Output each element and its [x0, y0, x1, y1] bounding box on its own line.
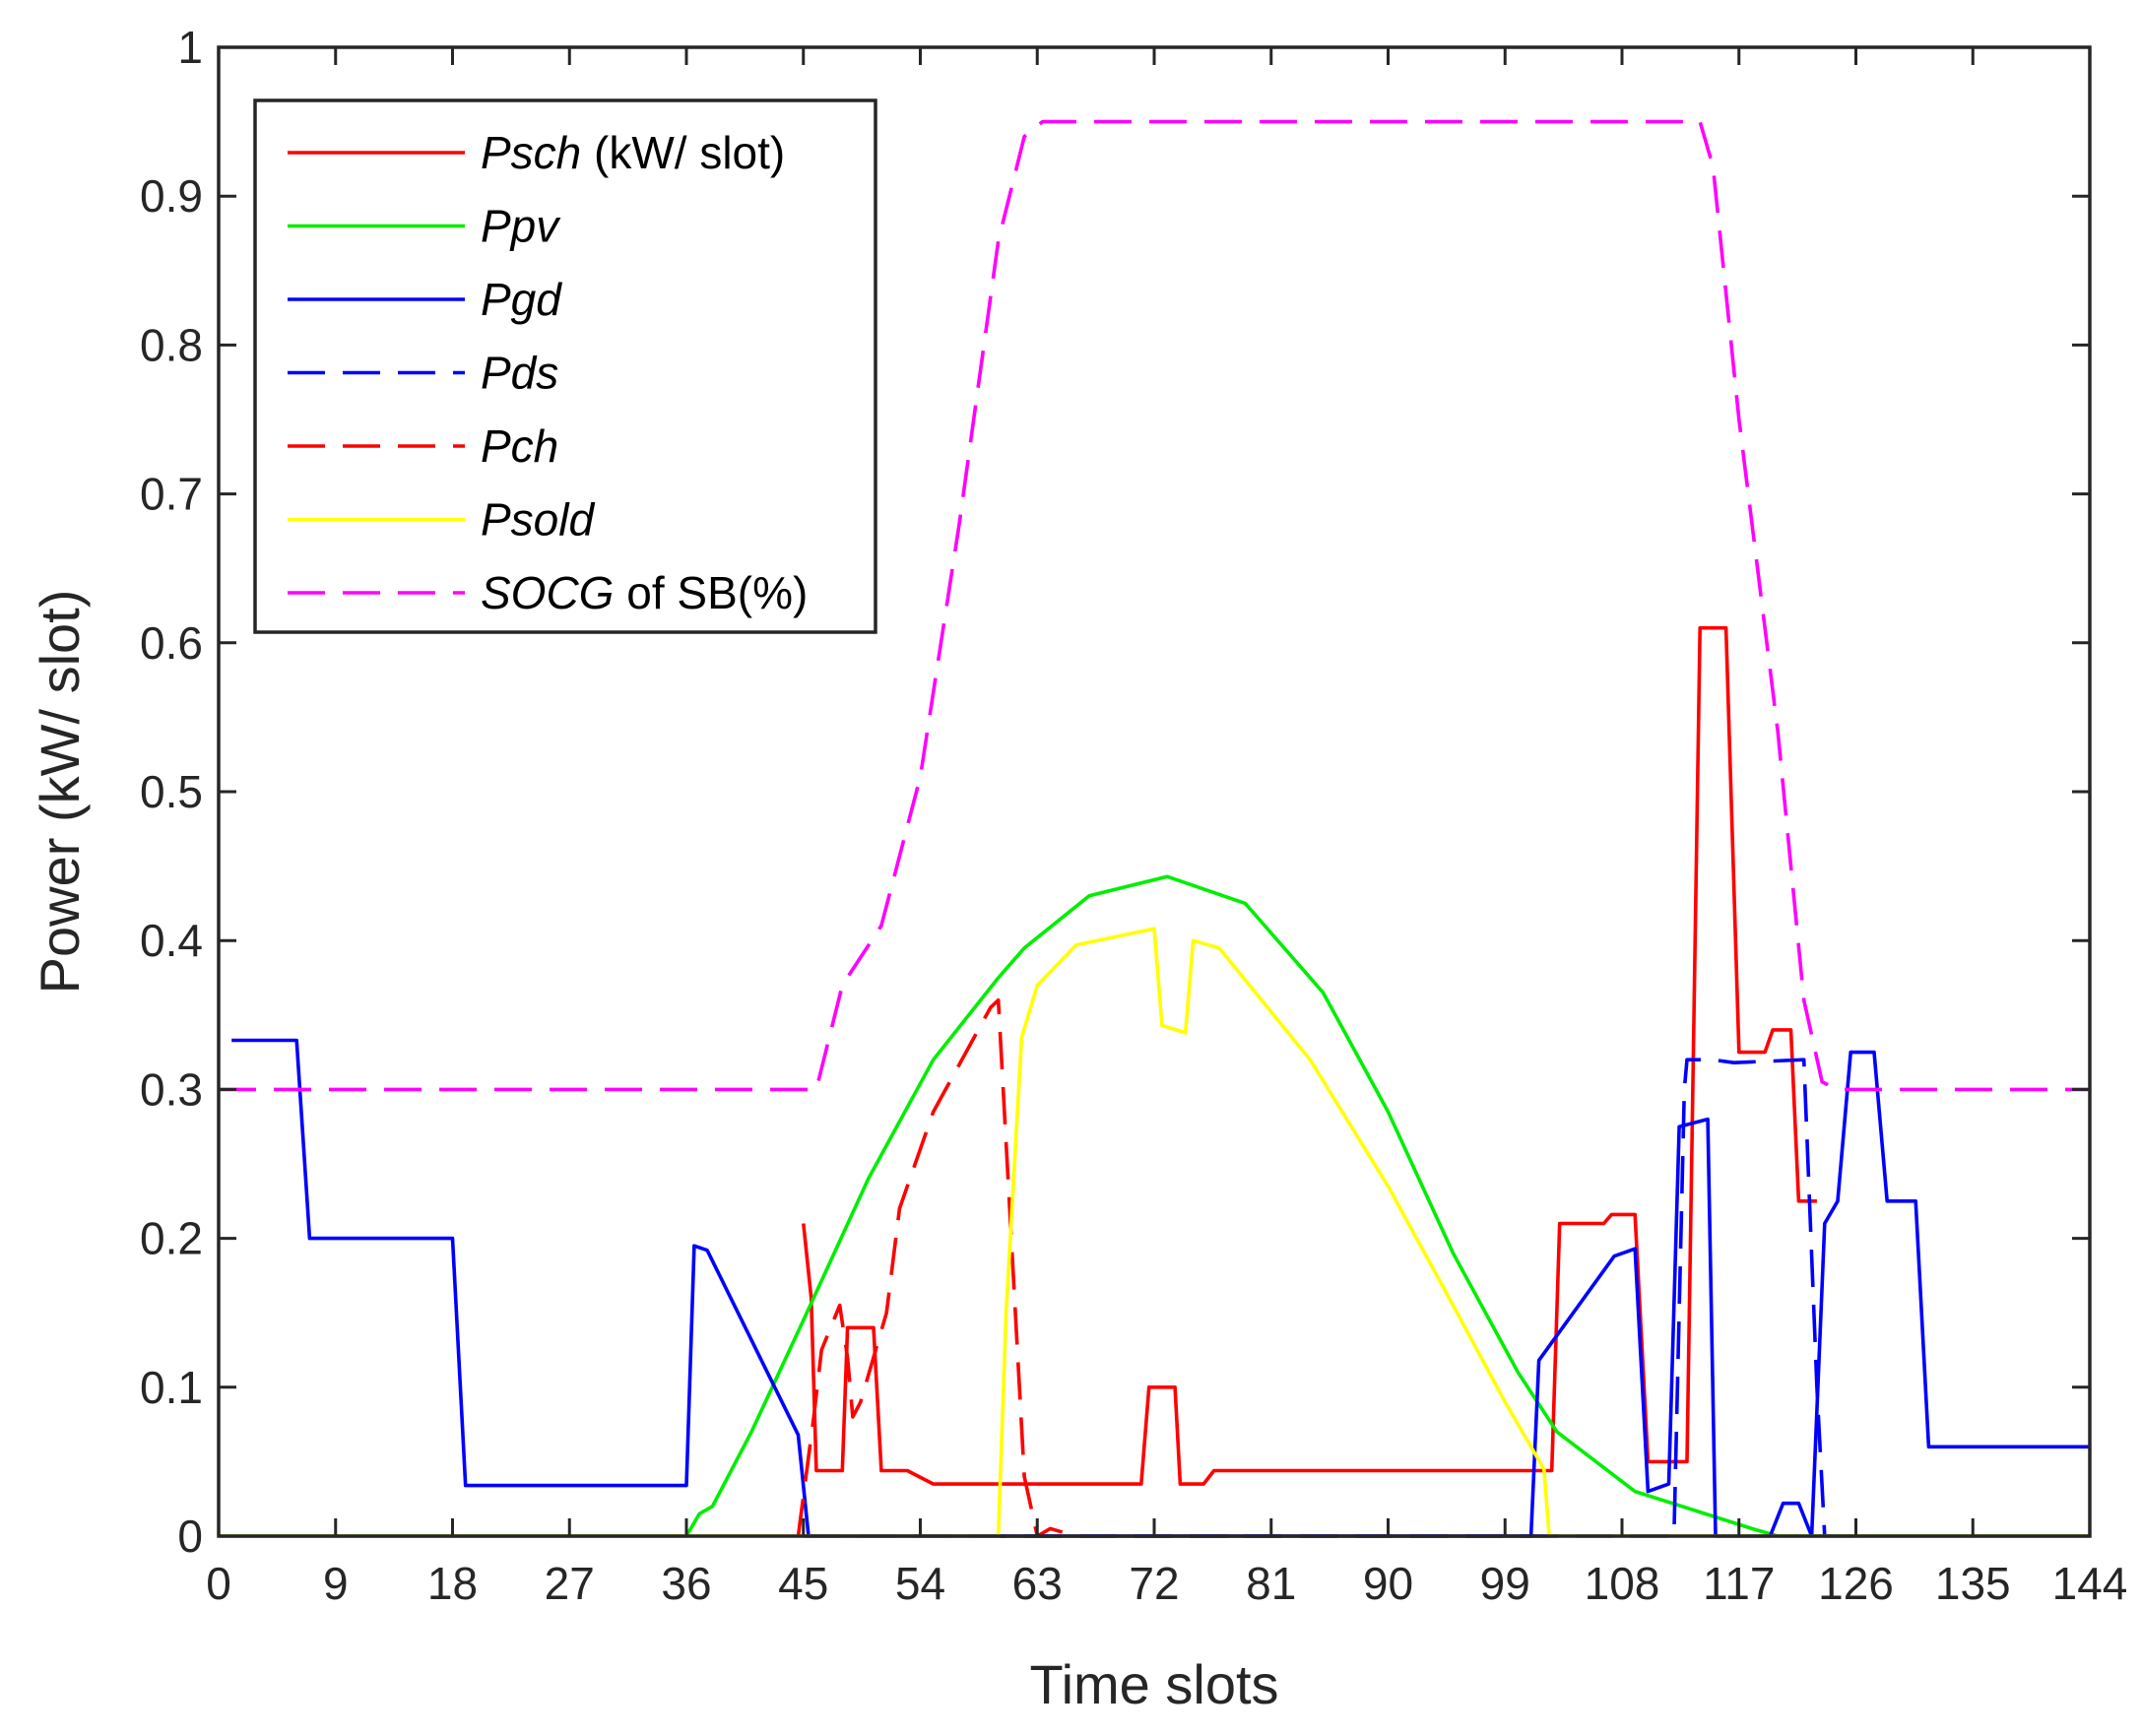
y-tick-label: 0.3: [140, 1063, 203, 1115]
legend-label-pds: Pds: [481, 348, 558, 399]
legend-label-italic: Ppv: [481, 201, 561, 252]
y-tick-label: 0.8: [140, 319, 203, 370]
y-tick-label: 0.2: [140, 1213, 203, 1264]
y-tick-label: 0.9: [140, 170, 203, 222]
legend-label-suffix: (kW/ slot): [581, 127, 785, 178]
legend-label-italic: Psold: [481, 494, 595, 546]
legend-label-italic: Psch: [481, 127, 581, 178]
y-tick-label: 0.1: [140, 1362, 203, 1413]
x-tick-label: 45: [778, 1558, 828, 1609]
series-line-psch: [802, 625, 1817, 1486]
series-line-socg-of-sb: [219, 119, 2090, 1092]
y-tick-labels: 0 0.1 0.2 0.3 0.4 0.5 0.6 0.7 0.8 0.9 1: [140, 22, 203, 1562]
x-tick-label: 54: [895, 1558, 945, 1609]
legend-label-italic: Pch: [481, 420, 558, 472]
legend-label-psold: Psold: [481, 494, 595, 546]
series-line-pch: [796, 997, 1077, 1538]
x-tick-labels: 0 9 18 27 36 45 54 63 72 81 90 99 108 117 126 135 144: [206, 1558, 2127, 1609]
x-tick-label: 126: [1818, 1558, 1894, 1609]
axes-box: [217, 45, 2092, 1538]
series-layer: [219, 119, 2090, 1538]
series-line-psold: [219, 927, 2090, 1538]
x-tick-label: 81: [1246, 1558, 1296, 1609]
x-tick-label: 135: [1935, 1558, 2011, 1609]
x-tick-label: 117: [1703, 1558, 1775, 1609]
legend-label-ppv: Ppv: [481, 201, 561, 252]
series-line-pds: [803, 1058, 1856, 1538]
x-tick-label: 99: [1480, 1558, 1530, 1609]
legend-box: [253, 98, 877, 634]
x-tick-label: 108: [1585, 1558, 1660, 1609]
legend-label-pch: Pch: [481, 420, 558, 472]
x-tick-label: 18: [427, 1558, 478, 1609]
legend: Psch (kW/ slot) Ppv Pgd Pds Pch Psold SOCG of …: [253, 98, 877, 634]
x-tick-label: 90: [1363, 1558, 1413, 1609]
x-tick-label: 9: [323, 1558, 349, 1609]
x-tick-label: 72: [1129, 1558, 1179, 1609]
x-tick-label: 0: [206, 1558, 231, 1609]
x-tick-label: 27: [545, 1558, 595, 1609]
legend-label-italic: SOCG: [481, 567, 614, 618]
legend-label-socg-of-sb: SOCG of SB(%): [481, 567, 808, 618]
legend-label-psch: Psch (kW/ slot): [481, 127, 785, 178]
y-tick-label: 0: [177, 1511, 203, 1562]
x-tick-label: 144: [2052, 1558, 2128, 1609]
x-tick-label: 63: [1012, 1558, 1063, 1609]
series-line-ppv: [219, 874, 2090, 1538]
y-tick-label: 0.6: [140, 617, 203, 669]
y-axis-title: Power (kW/ slot): [29, 590, 91, 995]
x-tick-label: 36: [661, 1558, 711, 1609]
y-tick-label: 0.5: [140, 766, 203, 817]
legend-label-pgd: Pgd: [481, 274, 562, 325]
legend-label-suffix: of SB(%): [614, 567, 808, 618]
y-tick-label: 0.7: [140, 469, 203, 520]
series-line-pgd: [231, 1038, 2090, 1538]
legend-label-italic: Pgd: [481, 274, 562, 325]
y-tick-label: 1: [177, 22, 203, 73]
y-tick-label: 0.4: [140, 915, 203, 966]
x-axis-title: Time slots: [1029, 1653, 1278, 1715]
legend-label-italic: Pds: [481, 348, 558, 399]
